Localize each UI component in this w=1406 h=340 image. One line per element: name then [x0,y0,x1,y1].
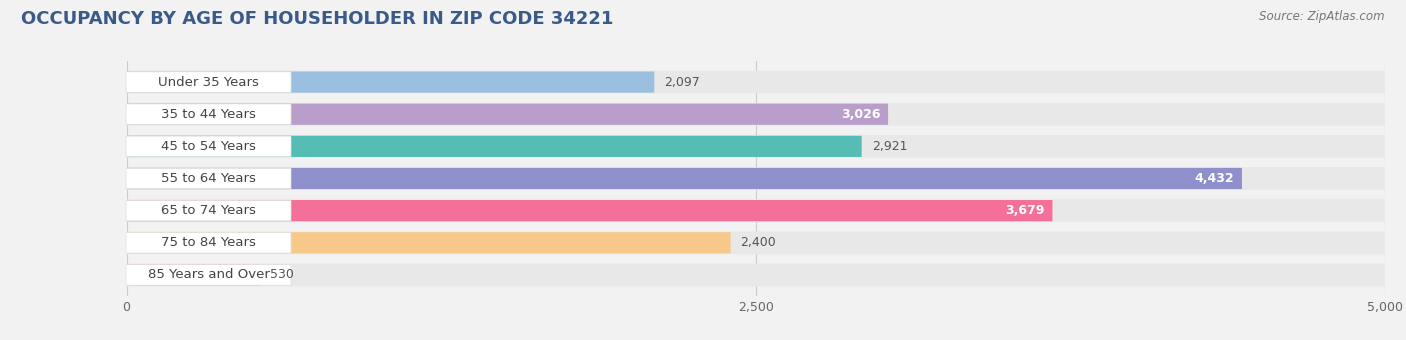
FancyBboxPatch shape [127,233,291,253]
Text: 530: 530 [270,268,294,282]
FancyBboxPatch shape [127,104,291,124]
Text: 4,432: 4,432 [1195,172,1234,185]
FancyBboxPatch shape [127,103,1385,126]
Text: 2,921: 2,921 [872,140,907,153]
FancyBboxPatch shape [127,168,1241,189]
FancyBboxPatch shape [127,104,889,125]
Text: 45 to 54 Years: 45 to 54 Years [162,140,256,153]
Text: 65 to 74 Years: 65 to 74 Years [162,204,256,217]
FancyBboxPatch shape [127,136,291,157]
FancyBboxPatch shape [127,200,1053,221]
FancyBboxPatch shape [127,264,260,286]
Text: 85 Years and Over: 85 Years and Over [148,268,270,282]
Text: 3,026: 3,026 [841,108,880,121]
Text: 35 to 44 Years: 35 to 44 Years [162,108,256,121]
FancyBboxPatch shape [127,167,1385,190]
FancyBboxPatch shape [127,72,291,92]
FancyBboxPatch shape [127,71,654,93]
FancyBboxPatch shape [127,264,1385,286]
Text: OCCUPANCY BY AGE OF HOUSEHOLDER IN ZIP CODE 34221: OCCUPANCY BY AGE OF HOUSEHOLDER IN ZIP C… [21,10,613,28]
FancyBboxPatch shape [127,265,291,285]
Text: 3,679: 3,679 [1005,204,1045,217]
Text: 2,097: 2,097 [665,75,700,89]
Text: 55 to 64 Years: 55 to 64 Years [162,172,256,185]
FancyBboxPatch shape [127,135,1385,158]
FancyBboxPatch shape [127,199,1385,222]
FancyBboxPatch shape [127,232,731,253]
FancyBboxPatch shape [127,168,291,189]
FancyBboxPatch shape [127,231,1385,254]
Text: Under 35 Years: Under 35 Years [157,75,259,89]
FancyBboxPatch shape [127,200,291,221]
Text: Source: ZipAtlas.com: Source: ZipAtlas.com [1260,10,1385,23]
Text: 2,400: 2,400 [741,236,776,249]
Text: 75 to 84 Years: 75 to 84 Years [162,236,256,249]
FancyBboxPatch shape [127,71,1385,94]
FancyBboxPatch shape [127,136,862,157]
